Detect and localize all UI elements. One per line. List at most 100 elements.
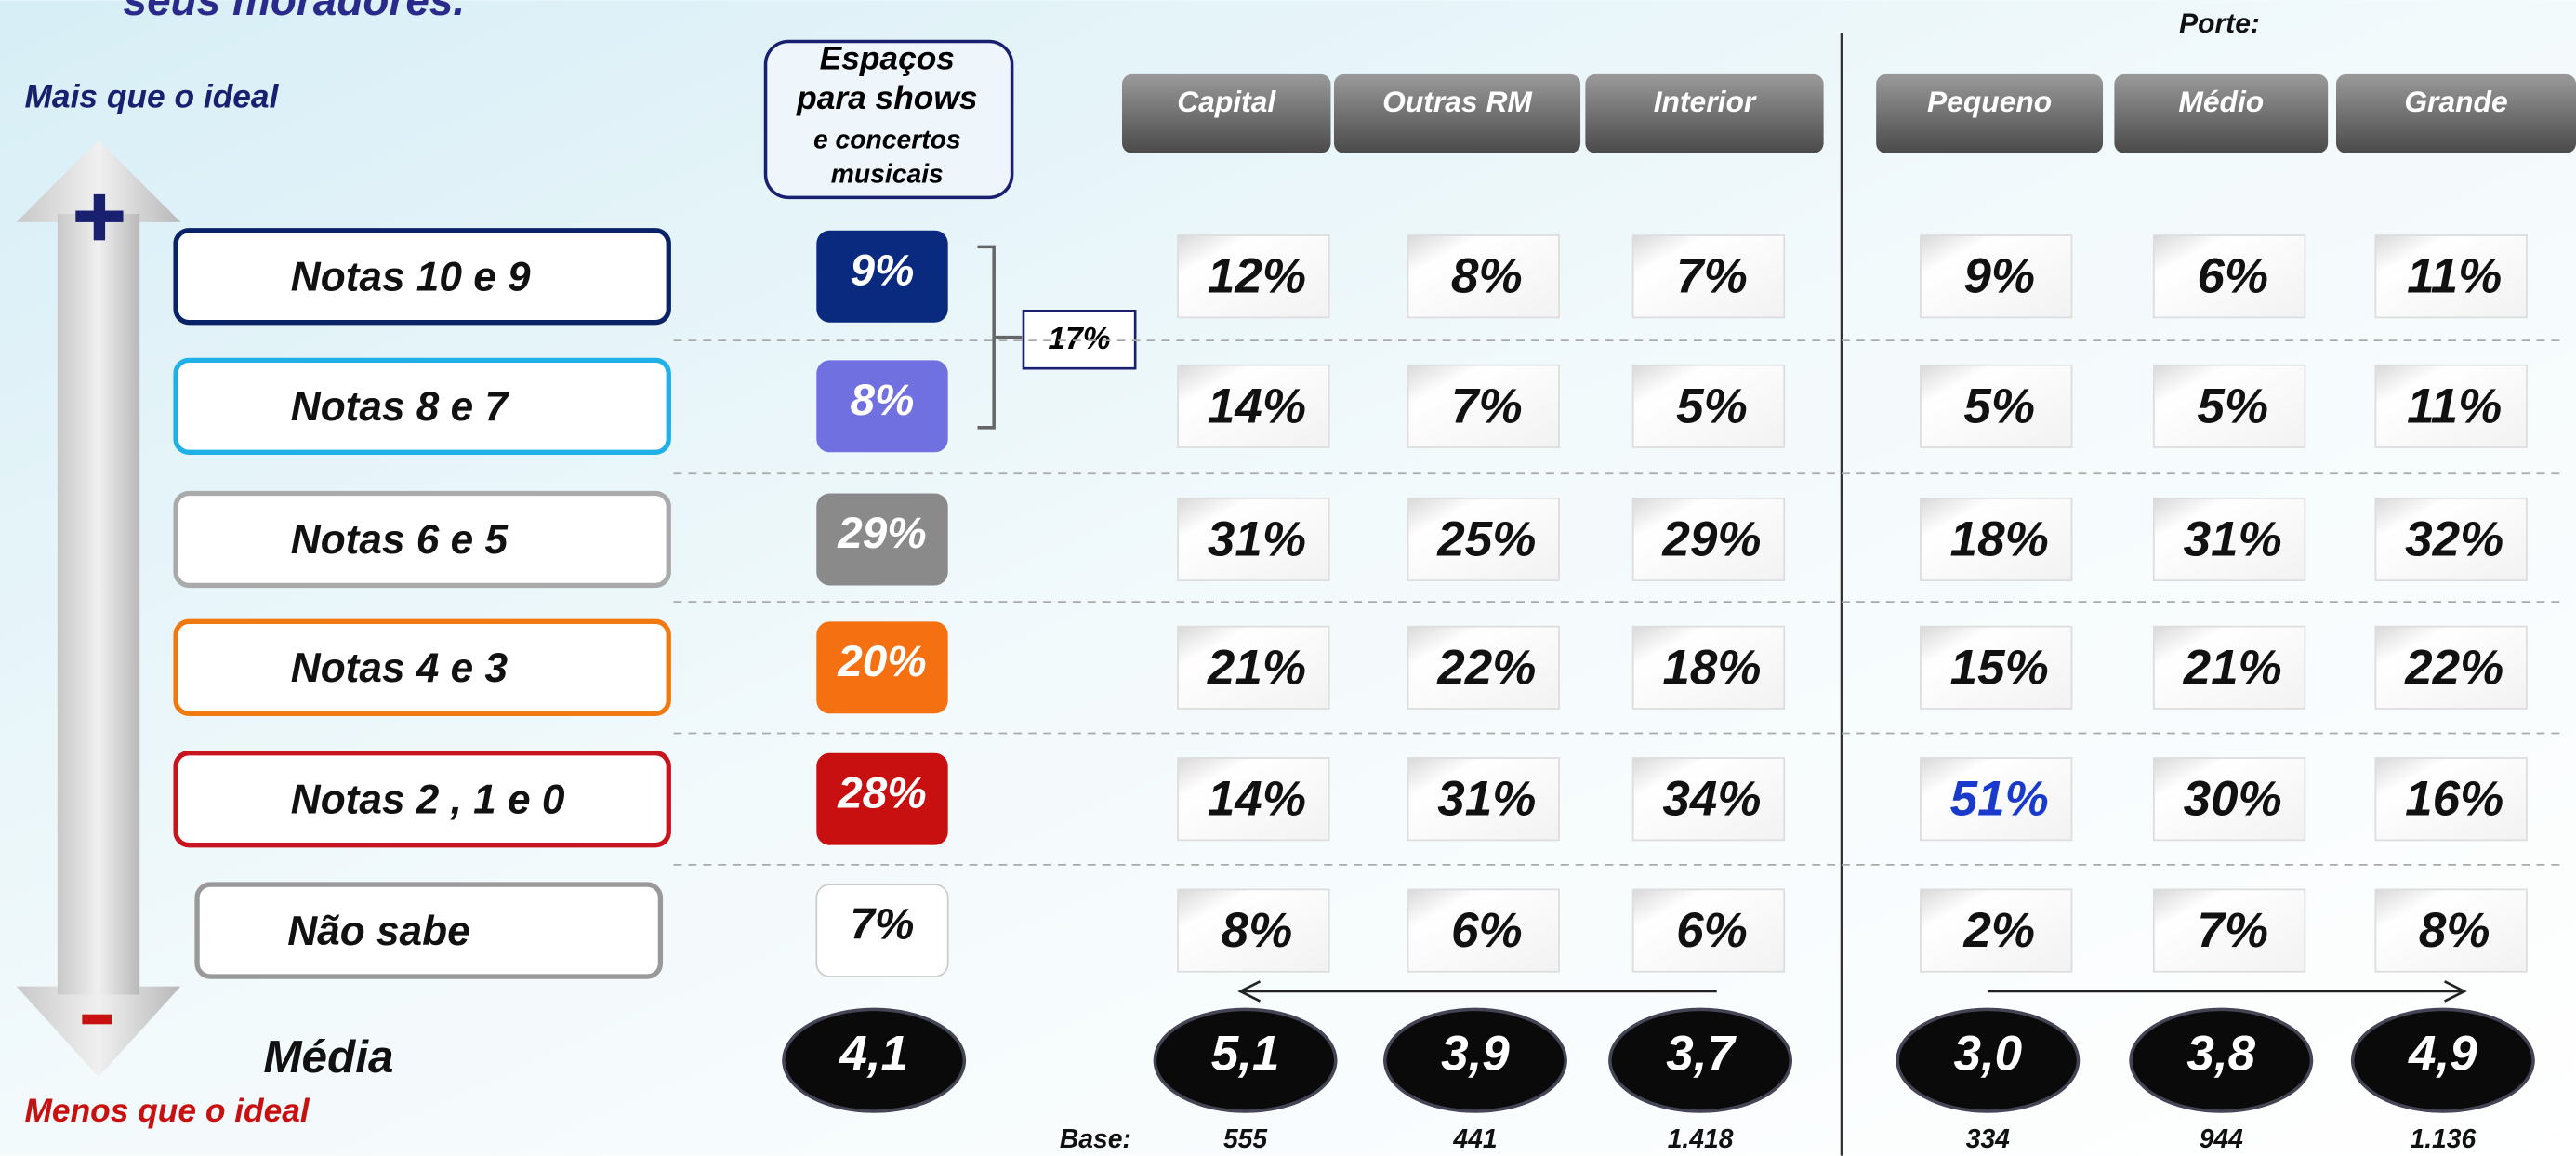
bracket-line — [977, 245, 1023, 430]
cell-box — [1919, 497, 2073, 582]
cell-box — [1631, 888, 1786, 973]
total-value: 8% — [851, 376, 915, 425]
total-value: 7% — [851, 900, 915, 950]
mean-oval — [1608, 1007, 1793, 1113]
base-value: 555 — [1223, 1123, 1268, 1153]
cell-box — [2152, 625, 2306, 710]
cell-box — [1177, 364, 1330, 448]
cell-box — [1407, 364, 1560, 448]
total-box — [816, 360, 948, 453]
cell-value: 9% — [1963, 249, 2035, 304]
cell-value: 12% — [1208, 249, 1306, 304]
cell-value: 6% — [1676, 903, 1748, 958]
cell-value: 11% — [2407, 249, 2502, 304]
bracket-value: 17% — [1048, 322, 1110, 356]
total-value: 28% — [837, 768, 926, 817]
total-value: 29% — [837, 509, 926, 558]
cell-box — [1407, 497, 1560, 582]
cell-box — [1177, 757, 1330, 842]
cell-value: 21% — [1207, 640, 1306, 695]
mean-oval — [1896, 1007, 2081, 1113]
base-value: 441 — [1452, 1123, 1497, 1153]
cell-value: 15% — [1950, 640, 2049, 695]
mean-oval — [2350, 1007, 2535, 1113]
row-label-box — [173, 228, 671, 326]
cell-value: 30% — [2184, 772, 2282, 827]
column-header-box — [2335, 73, 2576, 153]
title: seus moradores. — [124, 0, 466, 24]
cell-box — [1177, 234, 1330, 319]
cell-box — [2374, 497, 2528, 582]
row-label-box — [173, 357, 671, 455]
cell-box — [1919, 888, 2073, 973]
cell-value: 8% — [2419, 903, 2490, 958]
base-value: 334 — [1966, 1123, 2010, 1153]
mean-oval — [1382, 1007, 1567, 1113]
column-header-box — [2114, 73, 2329, 153]
cell-value: 5% — [1676, 379, 1748, 433]
mean-value: 5,1 — [1211, 1027, 1280, 1082]
column-header: Capital — [1177, 85, 1276, 118]
column-header-box — [1333, 73, 1581, 153]
mean-oval — [782, 1007, 967, 1113]
cell-box — [1631, 497, 1786, 582]
cell-box — [2374, 625, 2528, 710]
cell-box — [1177, 497, 1330, 582]
cell-value: 31% — [1437, 772, 1536, 827]
cell-box — [1177, 625, 1330, 710]
cell-box — [1407, 234, 1560, 319]
cell-value: 8% — [1451, 249, 1523, 304]
more-label: Mais que o ideal — [25, 79, 280, 115]
total-box — [815, 884, 949, 977]
mean-value: 4,9 — [2408, 1027, 2477, 1082]
cell-box — [1407, 625, 1560, 710]
cell-box — [2374, 757, 2528, 842]
cell-box — [2152, 234, 2306, 319]
trend-arrows — [1237, 980, 2467, 1003]
base-value: 944 — [2200, 1123, 2243, 1153]
cell-box — [2152, 497, 2306, 582]
mean-value: 3,9 — [1441, 1027, 1510, 1082]
column-header-box — [1585, 73, 1824, 153]
cell-value: 32% — [2405, 512, 2503, 567]
total-box — [816, 493, 948, 586]
base-value: 1.418 — [1668, 1123, 1734, 1153]
cell-box — [1631, 757, 1786, 842]
total-box — [816, 230, 948, 323]
total-header-box — [763, 39, 1014, 200]
column-header: Outras RM — [1382, 85, 1533, 118]
cell-box — [2152, 888, 2306, 973]
cell-box — [1177, 888, 1330, 973]
row-label: Notas 6 e 5 — [291, 517, 509, 563]
row-label: Notas 2 , 1 e 0 — [291, 777, 565, 822]
cell-value: 6% — [2197, 249, 2268, 304]
cell-box — [1919, 757, 2073, 842]
bracket-box — [1022, 310, 1137, 370]
cell-box — [1407, 888, 1560, 973]
column-header: Grande — [2404, 85, 2507, 118]
mean-value: 3,8 — [2186, 1027, 2255, 1082]
cell-box — [1631, 234, 1786, 319]
base-label: Base: — [1060, 1123, 1131, 1153]
scale-arrow — [16, 140, 181, 1077]
cell-value: 31% — [2184, 512, 2282, 567]
row-label-box — [173, 751, 671, 848]
cell-value: 5% — [1963, 379, 2035, 433]
cell-box — [2152, 364, 2306, 448]
total-header-subtitle: e concertos musicais — [813, 125, 961, 189]
mean-value: 3,0 — [1953, 1027, 2022, 1082]
row-label-box — [173, 618, 671, 716]
cell-box — [1919, 234, 2073, 319]
cell-value: 18% — [1662, 640, 1761, 695]
cell-value: 22% — [1436, 640, 1536, 695]
cell-box — [2374, 888, 2528, 973]
total-value: 9% — [851, 246, 915, 295]
cell-box — [1631, 364, 1786, 448]
column-header: Médio — [2178, 85, 2264, 118]
mean-oval — [2129, 1007, 2314, 1113]
cell-value: 29% — [1661, 512, 1761, 567]
less-label: Menos que o ideal — [25, 1093, 310, 1129]
total-value: 20% — [837, 637, 926, 686]
base-value: 1.136 — [2410, 1123, 2476, 1153]
